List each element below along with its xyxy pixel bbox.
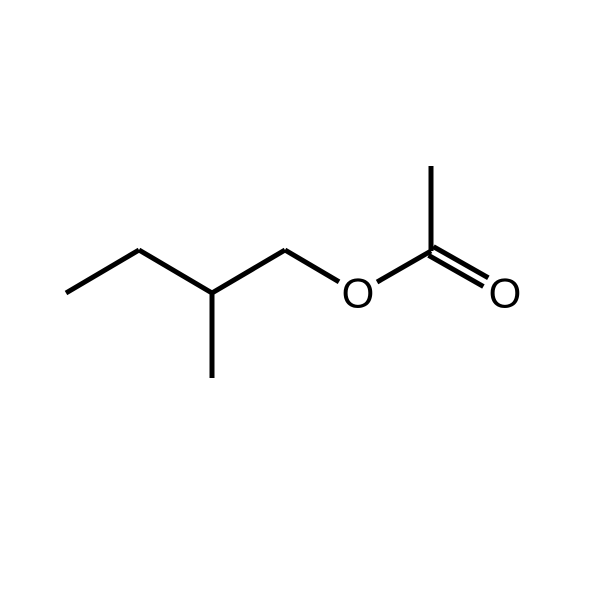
atom-label-o: O — [489, 270, 522, 317]
molecule-diagram: OO — [0, 0, 600, 600]
bond-line — [212, 250, 285, 293]
atom-label-o: O — [342, 270, 375, 317]
bond-line — [377, 251, 431, 282]
bond-line — [285, 250, 339, 282]
bond-line — [66, 250, 139, 293]
bond-line — [139, 250, 212, 293]
